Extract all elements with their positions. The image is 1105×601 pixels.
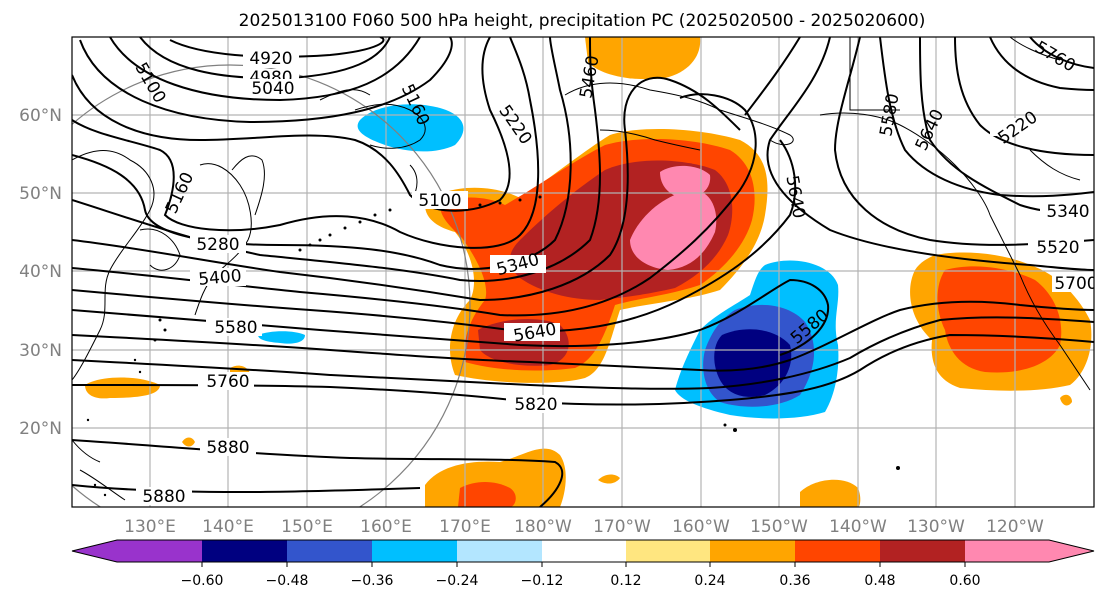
colorbar-tick: −0.12: [521, 573, 564, 589]
colorbar-extend-low: [72, 540, 117, 562]
colorbar-tick: 0.12: [610, 573, 641, 589]
lon-label: 160°E: [360, 517, 412, 537]
lon-label: 170°E: [439, 517, 491, 537]
map-frame: [71, 36, 1095, 508]
lon-label: 150°E: [281, 517, 333, 537]
lon-label: 150°W: [750, 517, 808, 537]
lat-label: 50°N: [19, 184, 62, 204]
lon-label: 130°E: [124, 517, 176, 537]
contour-label: 5040: [251, 79, 294, 99]
contour-label: 5100: [418, 191, 461, 211]
lon-label: 180°W: [514, 517, 572, 537]
contour-label: 5880: [142, 487, 185, 507]
longitude-labels: 130°E 140°E 150°E 160°E 170°E 180°W 170°…: [124, 517, 1044, 537]
colorbar: −0.60 −0.48 −0.36 −0.24 −0.12 0.12 0.24 …: [71, 539, 1095, 589]
region-circle: [72, 64, 471, 507]
lon-label: 170°W: [593, 517, 651, 537]
contour-label: 5880: [206, 438, 249, 458]
contour-label: 5280: [196, 235, 239, 255]
lon-label: 160°W: [672, 517, 730, 537]
contour-label: 5580: [214, 318, 257, 338]
contour-label: 5340: [1046, 202, 1089, 222]
contour-label: 5760: [206, 372, 249, 392]
colorbar-tick: −0.24: [436, 573, 479, 589]
colorbar-tick: 0.48: [864, 573, 895, 589]
colorbar-tick: −0.36: [351, 573, 394, 589]
contour-label: 5400: [198, 266, 243, 290]
lat-label: 30°N: [19, 341, 62, 361]
lat-label: 40°N: [19, 262, 62, 282]
colorbar-extend-high: [1049, 540, 1094, 562]
latitude-labels: 60°N 50°N 40°N 30°N 20°N: [19, 106, 62, 439]
contour-label: 5520: [1036, 238, 1079, 258]
lon-label: 130°W: [907, 517, 965, 537]
lat-label: 60°N: [19, 106, 62, 126]
lon-label: 140°W: [829, 517, 887, 537]
colorbar-tick: −0.60: [181, 573, 224, 589]
lon-label: 140°E: [202, 517, 254, 537]
colorbar-tick: 0.24: [694, 573, 725, 589]
contour-label: 4920: [249, 49, 292, 69]
lat-label: 20°N: [19, 419, 62, 439]
contour-label: 5700: [1054, 274, 1097, 294]
lon-label: 120°W: [986, 517, 1044, 537]
height-contours: [72, 37, 1094, 507]
contour-label: 5820: [514, 395, 557, 415]
map-title: 2025013100 F060 500 hPa height, precipit…: [239, 11, 926, 31]
colorbar-tick: 0.60: [949, 573, 980, 589]
colorbar-tick: −0.48: [266, 573, 309, 589]
colorbar-tick: 0.36: [779, 573, 810, 589]
map-panel: 4920 4980 5040 5100 5280 5340 5400 5520 …: [72, 37, 1097, 507]
